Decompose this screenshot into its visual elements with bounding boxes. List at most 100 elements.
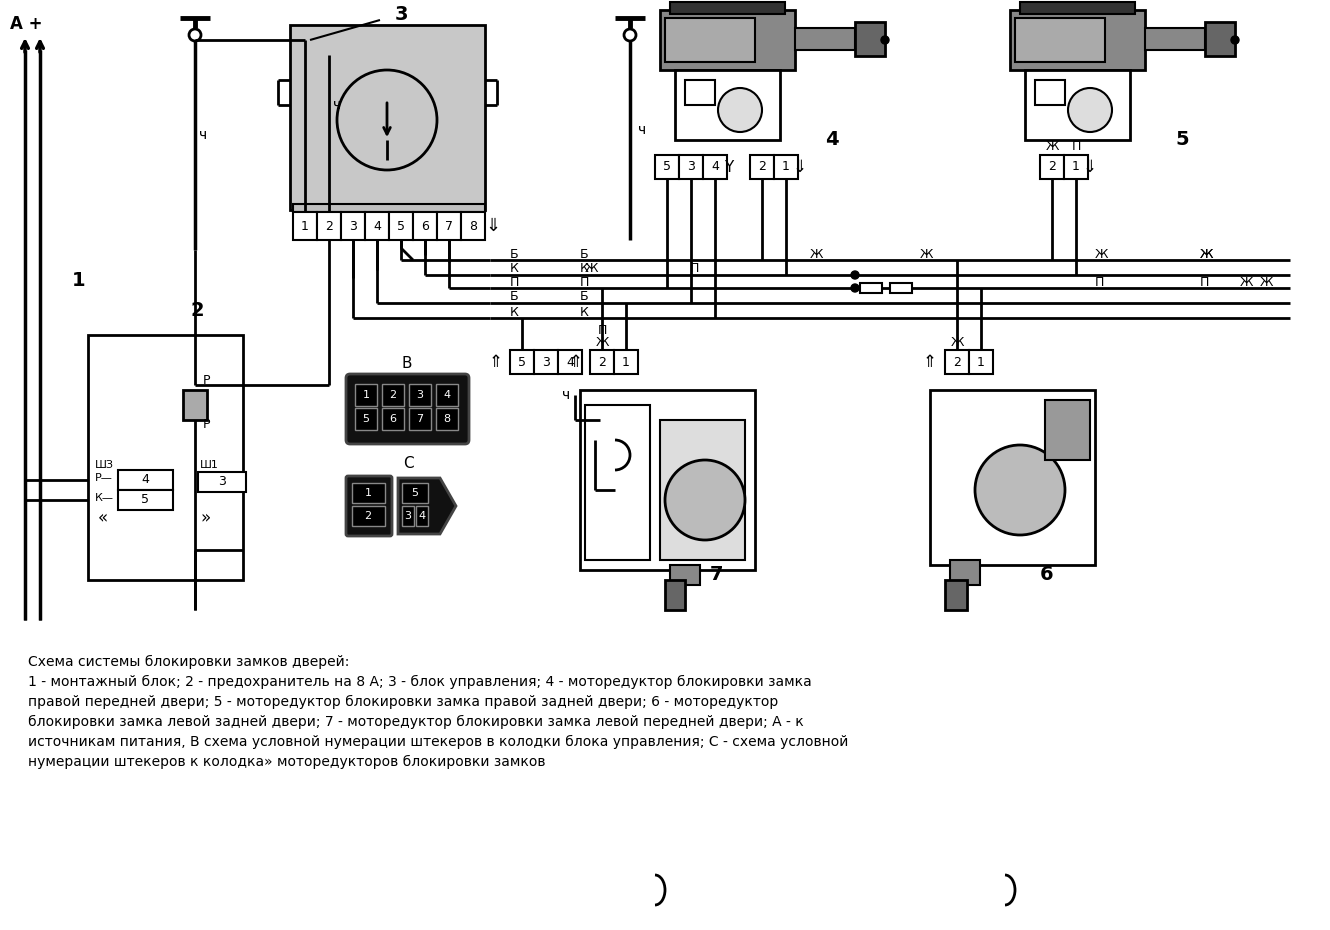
Text: 4: 4	[825, 130, 839, 150]
Text: К: К	[509, 305, 519, 318]
Bar	[1040, 155, 1064, 179]
Bar	[1020, 2, 1134, 14]
Bar	[795, 28, 855, 50]
Bar	[946, 350, 970, 374]
Text: 2: 2	[190, 300, 203, 320]
Bar	[293, 204, 485, 212]
Circle shape	[718, 88, 762, 132]
Bar	[382, 408, 404, 430]
Text: Р—: Р—	[94, 473, 113, 483]
Text: 5: 5	[662, 161, 672, 174]
Bar	[535, 350, 559, 374]
Text: Р: Р	[203, 374, 210, 387]
Bar	[462, 212, 485, 240]
Bar	[855, 22, 884, 56]
Bar	[1015, 18, 1105, 62]
Text: 4: 4	[712, 161, 720, 174]
Text: Ж: Ж	[596, 336, 609, 349]
Text: 5: 5	[396, 219, 406, 232]
Text: ⇓: ⇓	[485, 217, 500, 235]
Text: Б: Б	[509, 247, 519, 260]
Text: 4: 4	[567, 355, 575, 368]
Text: 5: 5	[517, 355, 525, 368]
Text: К: К	[580, 305, 589, 318]
Text: Ж: Ж	[1200, 247, 1213, 260]
Text: 2: 2	[325, 219, 332, 232]
Text: 5: 5	[141, 494, 149, 507]
Bar	[88, 335, 243, 580]
Text: Б: Б	[509, 290, 519, 303]
Text: 3: 3	[218, 475, 226, 488]
Bar	[416, 506, 428, 526]
Text: 3: 3	[395, 6, 408, 24]
Bar	[665, 18, 755, 62]
Text: ⇓: ⇓	[793, 158, 807, 176]
Bar	[414, 212, 438, 240]
Text: 1: 1	[782, 161, 790, 174]
Text: 3: 3	[416, 390, 423, 400]
Bar	[1045, 400, 1091, 460]
Text: 7: 7	[446, 219, 454, 232]
Text: П: П	[580, 275, 589, 288]
Text: 1: 1	[978, 355, 986, 368]
Bar	[861, 283, 882, 293]
Text: 3: 3	[688, 161, 696, 174]
Bar	[704, 155, 728, 179]
Text: правой передней двери; 5 - моторедуктор блокировки замка правой задней двери; 6 : правой передней двери; 5 - моторедуктор …	[28, 695, 778, 709]
Text: 4: 4	[419, 511, 426, 521]
Text: блокировки замка левой задней двери; 7 - моторедуктор блокировки замка левой пер: блокировки замка левой задней двери; 7 -…	[28, 715, 803, 729]
Text: 4: 4	[443, 390, 451, 400]
Bar	[676, 70, 779, 140]
Text: К: К	[580, 262, 589, 275]
Bar	[665, 580, 685, 610]
Text: Ш1: Ш1	[200, 460, 219, 470]
Bar	[680, 155, 704, 179]
Text: ⇓: ⇓	[1083, 158, 1097, 176]
Text: ⇑: ⇑	[488, 353, 501, 371]
Text: Ж: Ж	[810, 247, 823, 260]
Text: »: »	[200, 509, 210, 527]
Text: 1: 1	[622, 355, 630, 368]
Bar	[685, 80, 716, 105]
Circle shape	[665, 460, 745, 540]
Text: Ж: Ж	[1260, 275, 1273, 288]
Bar	[591, 350, 614, 374]
Bar	[1205, 22, 1236, 56]
Text: 4: 4	[141, 473, 149, 486]
Bar	[118, 490, 173, 510]
Text: Ж: Ж	[1095, 247, 1108, 260]
Bar	[1009, 10, 1145, 70]
Text: 8: 8	[443, 414, 451, 424]
Bar	[352, 506, 384, 526]
Circle shape	[975, 445, 1065, 535]
Circle shape	[336, 70, 438, 170]
Bar	[660, 10, 795, 70]
Text: 1: 1	[1072, 161, 1080, 174]
Text: 6: 6	[390, 414, 396, 424]
Text: К: К	[509, 262, 519, 275]
Text: Y: Y	[725, 160, 734, 175]
Circle shape	[851, 284, 859, 292]
FancyBboxPatch shape	[346, 374, 469, 444]
Text: ШЗ: ШЗ	[94, 460, 114, 470]
Bar	[950, 560, 980, 585]
Bar	[402, 506, 414, 526]
Text: В: В	[402, 356, 412, 371]
Circle shape	[1232, 36, 1240, 44]
Bar	[660, 420, 745, 560]
Text: П: П	[690, 262, 700, 275]
Circle shape	[624, 29, 636, 41]
Bar	[436, 408, 458, 430]
Bar	[1025, 70, 1130, 140]
Text: П: П	[509, 275, 520, 288]
Bar	[614, 350, 638, 374]
Bar	[184, 390, 207, 420]
Text: 1: 1	[363, 390, 370, 400]
Text: 8: 8	[469, 219, 477, 232]
Text: 4: 4	[372, 219, 380, 232]
Text: A +: A +	[11, 15, 43, 33]
Text: Б: Б	[580, 247, 589, 260]
Circle shape	[1068, 88, 1112, 132]
Text: ч: ч	[332, 98, 340, 112]
Text: ⇑: ⇑	[923, 353, 936, 371]
